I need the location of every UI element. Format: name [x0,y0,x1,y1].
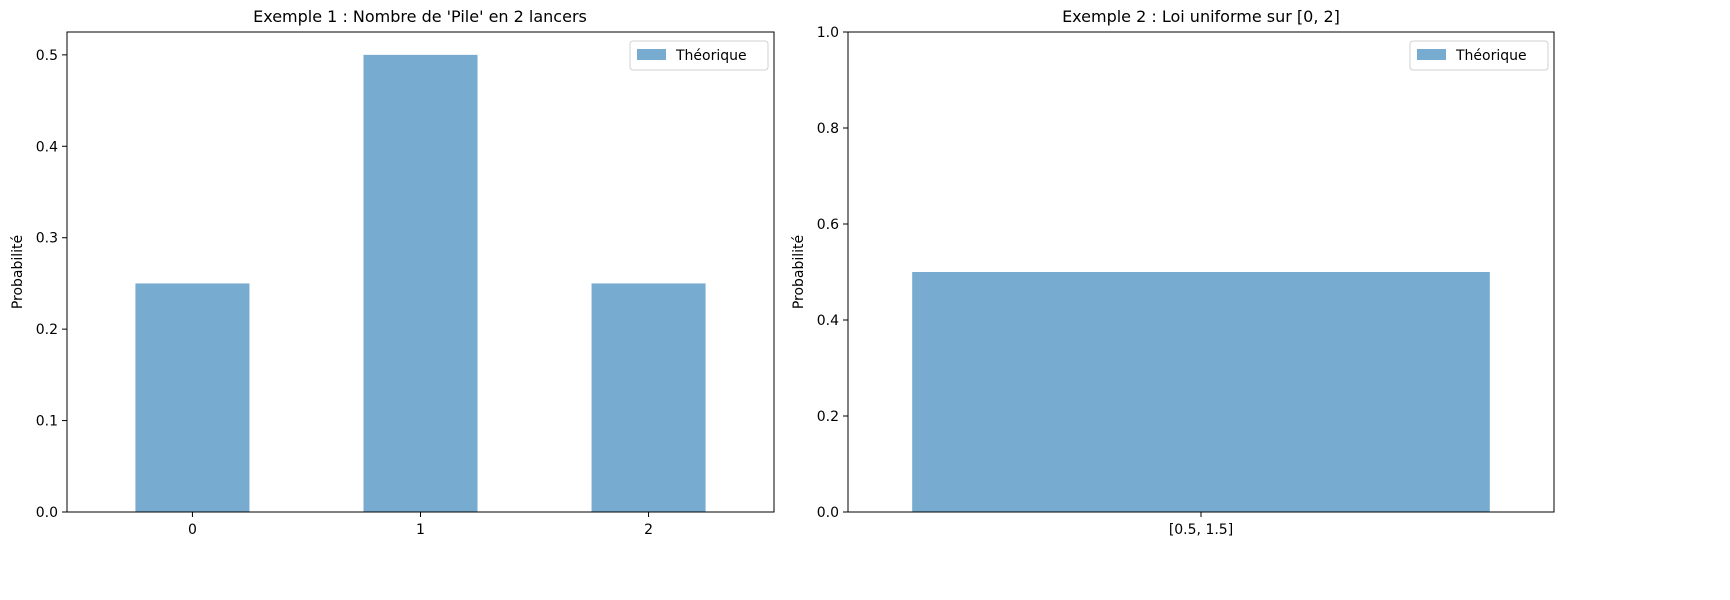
chart-1-legend-frame [629,40,769,71]
chart-1-legend: Théorique [629,40,769,71]
chart-1-x-axis-ticks: 0 1 2 [188,512,653,538]
chart-1-bar-2 [591,283,706,512]
chart-2-y-tick-label: 0.8 [817,121,839,137]
chart-1-bars [135,54,706,512]
chart-1-y-axis-ticks: 0.0 0.1 0.2 0.3 0.4 0.5 [36,48,67,521]
figure: Exemple 1 : Nombre de 'Pile' en 2 lancer… [10,7,1555,538]
chart-1: Exemple 1 : Nombre de 'Pile' en 2 lancer… [10,7,775,538]
chart-2-legend-swatch [1417,49,1446,60]
chart-2-y-tick-label: 0.6 [817,217,839,233]
chart-1-y-tick-label: 0.2 [36,322,58,338]
chart-1-bar-1 [363,54,478,512]
chart-2-y-tick-label: 0.4 [817,313,839,329]
chart-2-legend: Théorique [1409,40,1549,71]
chart-1-y-tick-label: 0.4 [36,139,58,155]
chart-2-y-tick-label: 0.0 [817,505,839,521]
chart-1-legend-swatch [637,49,666,60]
chart-1-x-tick-label: 1 [416,522,425,538]
chart-2: Exemple 2 : Loi uniforme sur [0, 2] 0.00… [791,7,1555,538]
chart-1-y-tick-label: 0.3 [36,231,58,247]
chart-2-y-tick-label: 0.2 [817,409,839,425]
chart-2-y-axis-label: Probabilité [791,235,807,309]
chart-1-bar-0 [135,283,250,512]
chart-2-y-axis-ticks: 0.0 0.2 0.4 0.6 0.8 1.0 [817,25,848,521]
chart-2-legend-frame [1409,40,1549,71]
chart-2-x-tick-label: [0.5, 1.5] [1169,522,1233,538]
chart-1-y-tick-label: 0.5 [36,48,58,64]
chart-2-plot-frame [847,31,1555,513]
chart-1-x-tick-label: 2 [644,522,653,538]
chart-1-x-tick-label: 0 [188,522,197,538]
chart-1-legend-label: Théorique [675,48,747,64]
chart-2-x-axis-ticks: [0.5, 1.5] [1169,512,1233,538]
chart-2-y-tick-label: 1.0 [817,25,839,41]
chart-1-title: Exemple 1 : Nombre de 'Pile' en 2 lancer… [253,7,587,26]
chart-1-y-tick-label: 0.0 [36,505,58,521]
chart-1-y-tick-label: 0.1 [36,414,58,430]
chart-2-title: Exemple 2 : Loi uniforme sur [0, 2] [1062,7,1340,26]
chart-1-y-axis-label: Probabilité [10,235,26,309]
chart-1-plot-frame [66,31,775,513]
chart-2-bars [912,272,1490,512]
chart-2-legend-label: Théorique [1455,48,1527,64]
chart-2-bar-0 [912,272,1490,512]
